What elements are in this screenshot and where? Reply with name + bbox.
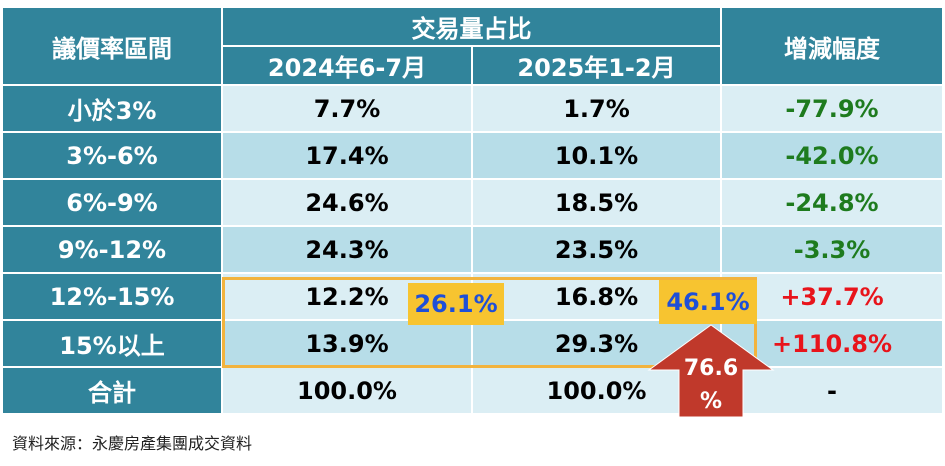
period1-value: 17.4% xyxy=(223,133,471,178)
period2-value: 1.7% xyxy=(473,86,720,131)
period1-value: 24.3% xyxy=(223,227,471,272)
period1-value: 24.6% xyxy=(223,180,471,225)
row-label: 9%-12% xyxy=(3,227,221,272)
row-label: 合計 xyxy=(3,368,221,413)
period2-value: 23.5% xyxy=(473,227,720,272)
change-value: -24.8% xyxy=(722,180,942,225)
change-value: - xyxy=(722,368,942,413)
growth-arrow: 76.6 % xyxy=(647,324,775,418)
period2-value: 18.5% xyxy=(473,180,720,225)
period1-value: 13.9% xyxy=(223,321,471,366)
period2-sum-badge: 46.1% xyxy=(659,280,757,324)
row-label: 3%-6% xyxy=(3,133,221,178)
period1-value: 100.0% xyxy=(223,368,471,413)
header-share-group: 交易量占比 xyxy=(223,8,720,45)
change-value: -3.3% xyxy=(722,227,942,272)
period2-value: 10.1% xyxy=(473,133,720,178)
row-label: 15%以上 xyxy=(3,321,221,366)
row-label: 6%-9% xyxy=(3,180,221,225)
change-value: +37.7% xyxy=(722,274,942,319)
header-range: 議價率區間 xyxy=(3,8,221,84)
header-period1: 2024年6-7月 xyxy=(223,47,471,84)
header-period2: 2025年1-2月 xyxy=(473,47,720,84)
period1-sum-badge: 26.1% xyxy=(408,283,504,325)
change-value: +110.8% xyxy=(722,321,942,366)
change-value: -77.9% xyxy=(722,86,942,131)
period1-value: 7.7% xyxy=(223,86,471,131)
growth-arrow-label-2: % xyxy=(700,389,722,414)
row-label: 12%-15% xyxy=(3,274,221,319)
growth-arrow-label-1: 76.6 xyxy=(684,356,738,381)
source-note: 資料來源：永慶房產集團成交資料 xyxy=(12,434,253,453)
row-label: 小於3% xyxy=(3,86,221,131)
change-value: -42.0% xyxy=(722,133,942,178)
header-change: 增減幅度 xyxy=(722,8,942,84)
